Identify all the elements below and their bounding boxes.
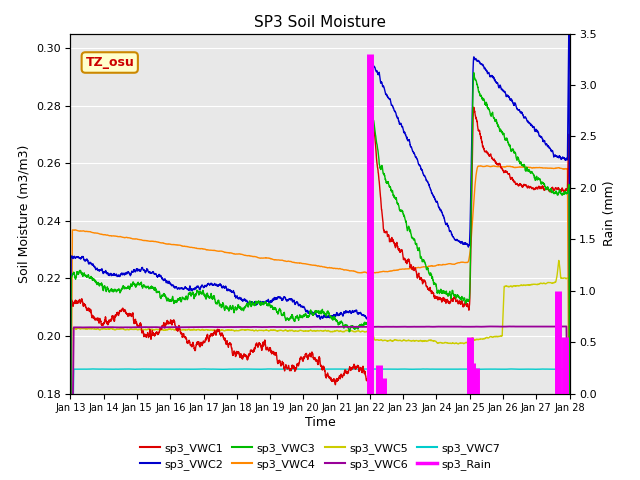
Title: SP3 Soil Moisture: SP3 Soil Moisture: [254, 15, 386, 30]
Y-axis label: Soil Moisture (m3/m3): Soil Moisture (m3/m3): [17, 144, 30, 283]
Text: TZ_osu: TZ_osu: [85, 56, 134, 69]
Y-axis label: Rain (mm): Rain (mm): [603, 181, 616, 246]
X-axis label: Time: Time: [305, 416, 335, 429]
Legend: sp3_VWC1, sp3_VWC2, sp3_VWC3, sp3_VWC4, sp3_VWC5, sp3_VWC6, sp3_VWC7, sp3_Rain: sp3_VWC1, sp3_VWC2, sp3_VWC3, sp3_VWC4, …: [136, 438, 504, 474]
